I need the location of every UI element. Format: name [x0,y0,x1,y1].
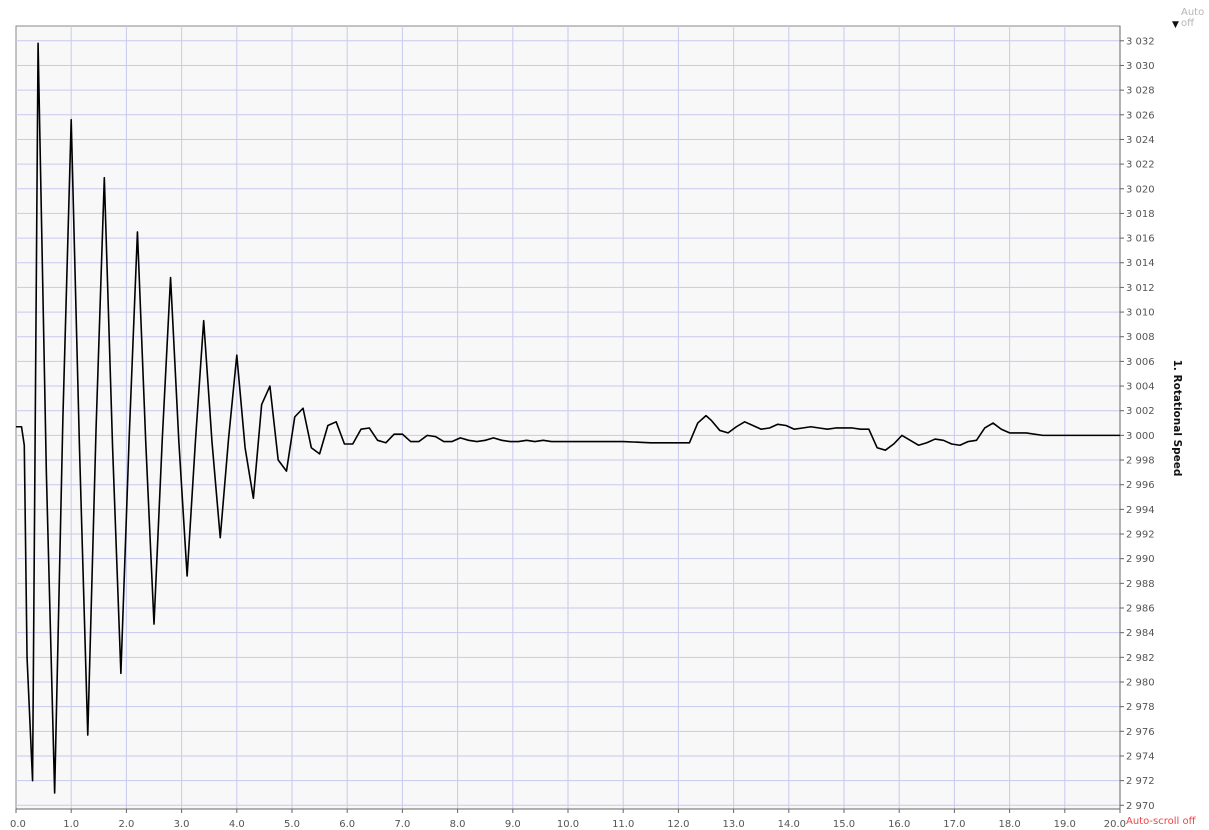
y-tick-label: 2 970 [1126,801,1155,812]
x-tick-label: 13.0 [722,819,744,830]
x-tick-label: 11.0 [612,819,634,830]
series-line-rotational-speed [16,42,1120,794]
x-tick-label: 12.0 [667,819,689,830]
x-tick-label: 15.0 [833,819,855,830]
y-tick-label: 3 020 [1126,184,1155,195]
y-tick-label: 2 978 [1126,702,1155,713]
y-tick-label: 3 014 [1126,258,1155,269]
y-tick-label: 3 016 [1126,234,1155,245]
y-tick-label: 2 984 [1126,628,1155,639]
y-tick-label: 2 988 [1126,579,1155,590]
x-tick-label: 14.0 [778,819,800,830]
y-tick-label: 2 994 [1126,505,1155,516]
y-tick-label: 3 002 [1126,406,1155,417]
x-gridlines [70,26,1066,809]
x-tick-label: 10.0 [557,819,579,830]
x-tick-label: 20.0 [1104,819,1126,830]
y-tick-label: 2 992 [1126,530,1155,541]
y-tick-label: 3 026 [1126,110,1155,121]
y-axis-ticks: 2 970 2 972 2 974 2 976 2 978 2 980 2 982 2 984… [1120,36,1155,812]
y-tick-label: 2 974 [1126,751,1155,762]
x-tick-label: 16.0 [888,819,910,830]
x-tick-label: 1.0 [63,819,79,830]
x-tick-label: 8.0 [450,819,466,830]
x-tick-label: 5.0 [284,819,300,830]
triangle-down-icon[interactable]: ▼ [1172,20,1179,30]
auto-off-label[interactable]: Auto off [1181,7,1205,29]
y-tick-label: 3 022 [1126,160,1155,171]
x-tick-label: 7.0 [394,819,410,830]
x-tick-label: 0.0 [10,819,26,830]
y-tick-label: 3 010 [1126,308,1155,319]
x-tick-label: 19.0 [1054,819,1076,830]
y-tick-label: 2 996 [1126,480,1155,491]
x-tick-label: 9.0 [505,819,521,830]
y-tick-label: 3 018 [1126,209,1155,220]
y-tick-label: 2 998 [1126,456,1155,467]
y-gridlines [16,40,1120,806]
y-tick-label: 2 986 [1126,604,1155,615]
x-tick-label: 2.0 [118,819,134,830]
y-tick-label: 2 976 [1126,727,1155,738]
y-tick-label: 3 024 [1126,135,1155,146]
y-tick-label: 3 030 [1126,61,1155,72]
y-tick-label: 3 012 [1126,283,1155,294]
y-tick-label: 3 008 [1126,332,1155,343]
x-tick-label: 18.0 [998,819,1020,830]
auto-scroll-off-label[interactable]: Auto-scroll off [1126,816,1196,827]
x-tick-label: 4.0 [229,819,245,830]
x-tick-label: 17.0 [943,819,965,830]
y-tick-label: 3 006 [1126,357,1155,368]
y-tick-label: 3 028 [1126,86,1155,97]
y-tick-label: 2 980 [1126,677,1155,688]
y-tick-label: 2 972 [1126,776,1155,787]
y-tick-label: 2 982 [1126,653,1155,664]
x-axis-ticks: 0.0 1.0 2.0 3.0 4.0 5.0 6.0 7.0 8.0 9.0 10.0 11.0 12… [10,809,1126,830]
y-tick-label: 2 990 [1126,554,1155,565]
y-tick-label: 3 004 [1126,382,1155,393]
y-tick-label: 3 000 [1126,431,1155,442]
x-tick-label: 3.0 [174,819,190,830]
y-axis-label: 1. Rotational Speed [1171,360,1183,477]
y-tick-label: 3 032 [1126,36,1155,47]
x-tick-label: 6.0 [339,819,355,830]
